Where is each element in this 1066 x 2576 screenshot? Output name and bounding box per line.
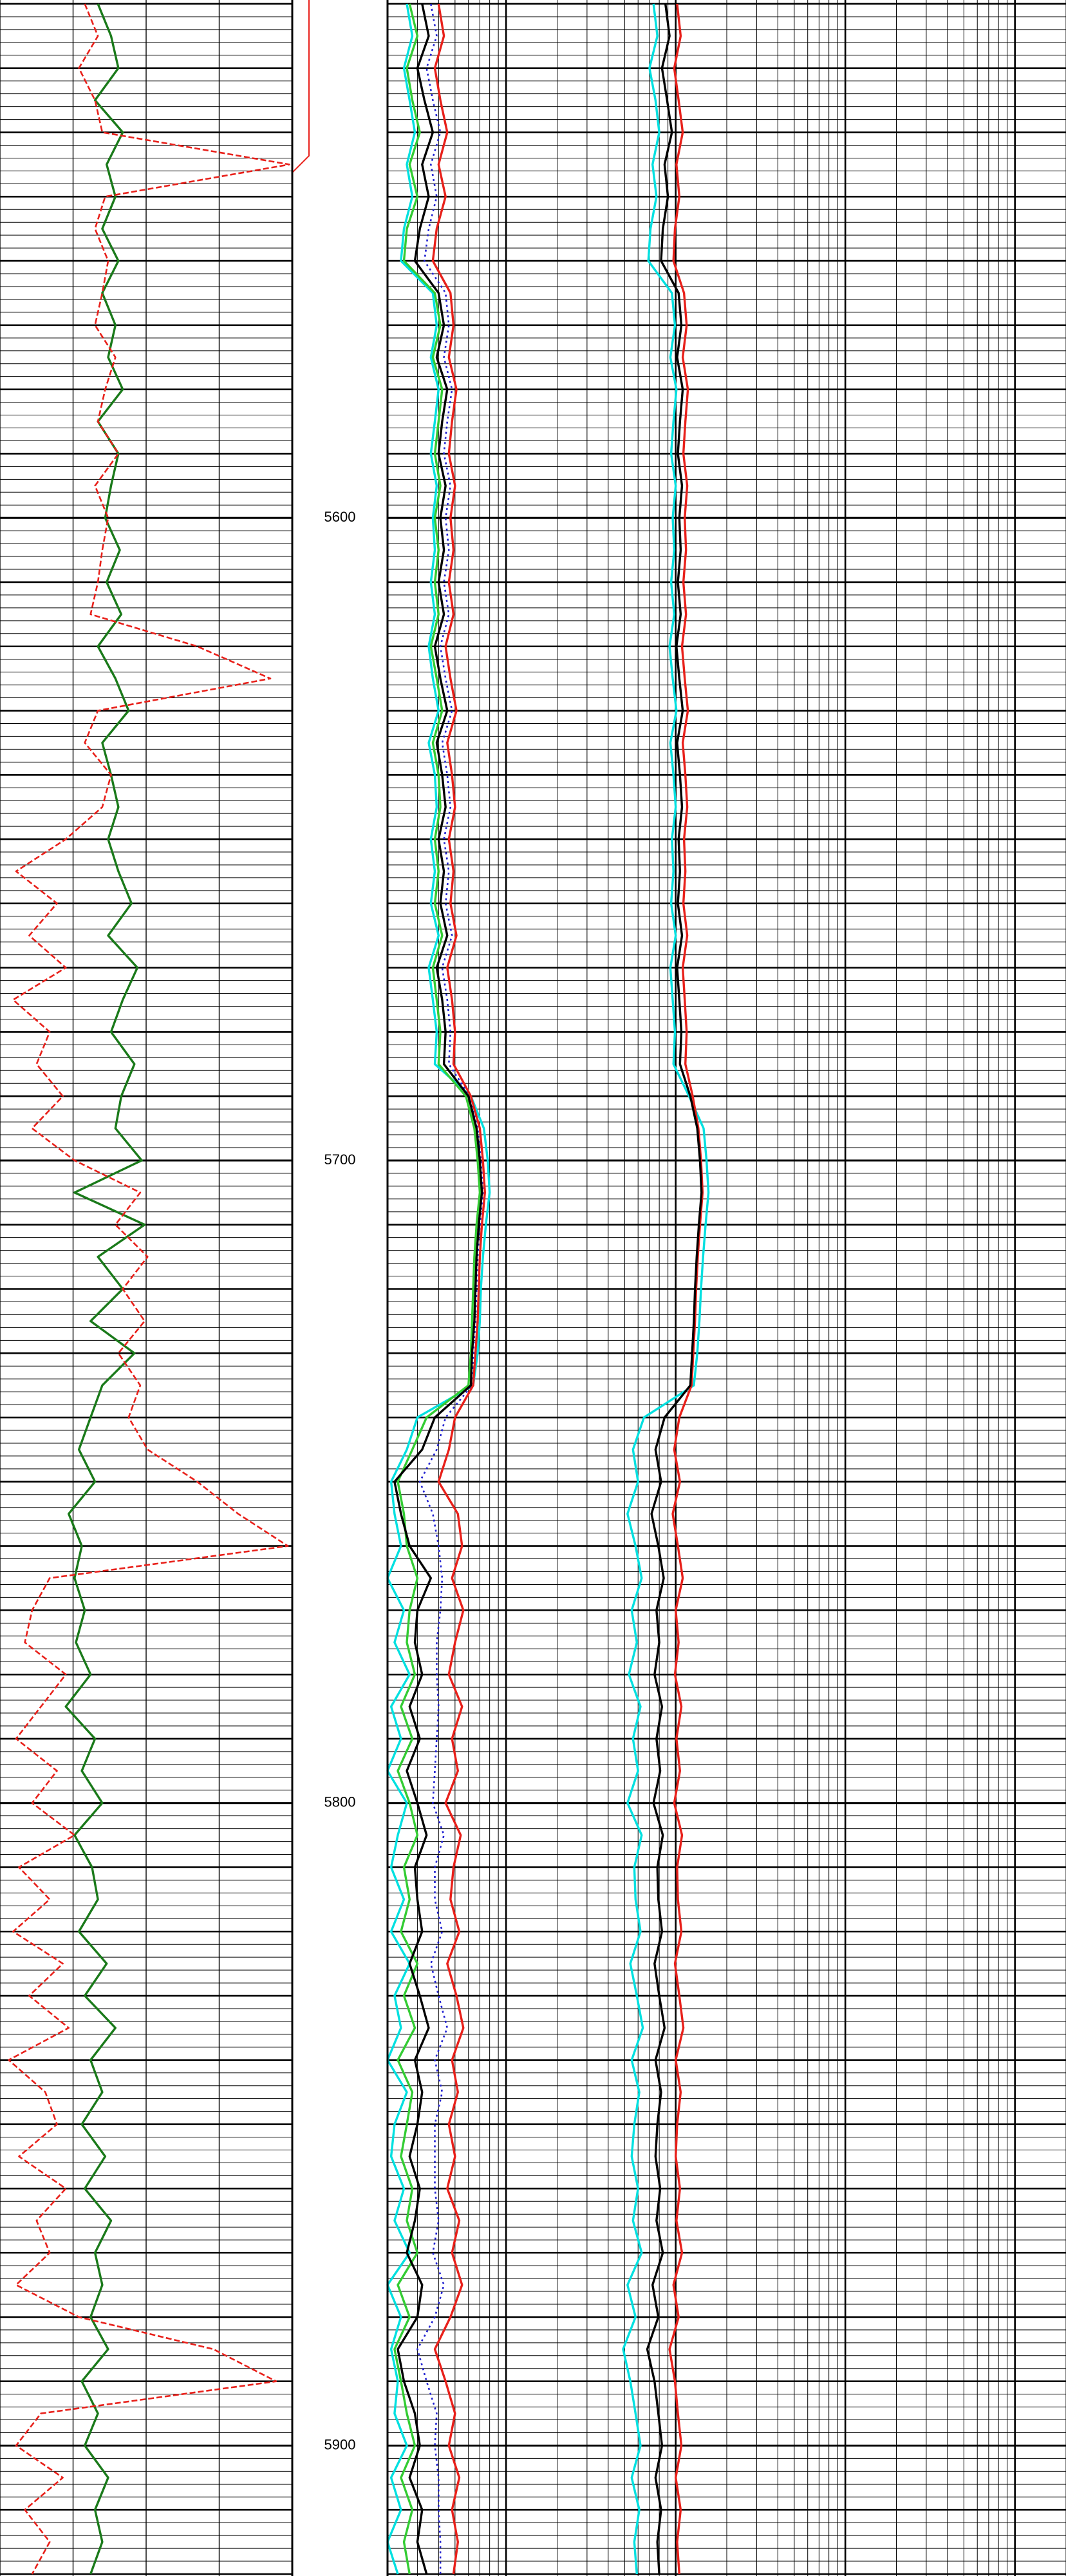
- depth-label: 5800: [324, 1794, 356, 1810]
- curves: [8, 3, 710, 2575]
- depth-label: 5700: [324, 1151, 356, 1168]
- log-curve: [393, 3, 482, 2575]
- log-curve: [646, 3, 703, 2575]
- log-curve: [431, 3, 486, 2575]
- depth-labels: 5600 5700 5800 5900: [324, 509, 356, 2452]
- log-curve: [8, 3, 290, 2575]
- depth-label: 5600: [324, 509, 356, 525]
- depth-label: 5900: [324, 2436, 356, 2452]
- curve-wrap: [292, 0, 310, 173]
- log-curve: [622, 3, 710, 2575]
- log-curve: [416, 3, 484, 2574]
- log-curve: [393, 3, 483, 2575]
- log-curve: [386, 3, 491, 2575]
